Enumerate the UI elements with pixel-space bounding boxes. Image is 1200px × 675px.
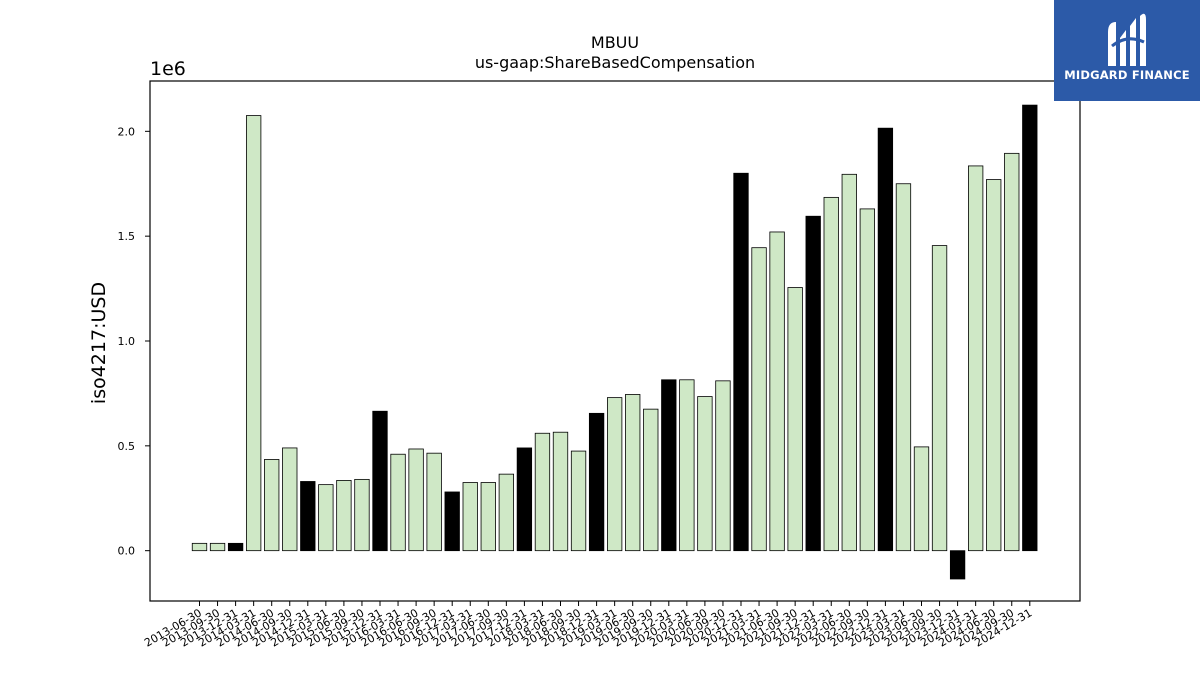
y-offset-label: 1e6 — [150, 58, 186, 80]
chart-title: MBUU — [591, 33, 639, 52]
bar-2020-06-30 — [697, 396, 713, 552]
bar-2016-09-30 — [426, 452, 442, 552]
plot-frame — [149, 80, 1081, 602]
chart-subtitle: us-gaap:ShareBasedCompensation — [475, 53, 755, 72]
bar-2017-09-30 — [498, 473, 515, 552]
bar-2023-12-31 — [949, 550, 966, 580]
bar-2019-12-31 — [661, 379, 677, 552]
bar-2020-09-30 — [715, 380, 731, 552]
bar-2022-06-30 — [841, 173, 857, 552]
bar-2020-03-31 — [679, 379, 695, 552]
bar-2023-03-31 — [895, 183, 912, 552]
bar-2024-03-31 — [968, 165, 984, 552]
bar-series — [191, 104, 1038, 580]
bar-2013-12-31 — [227, 542, 244, 552]
bar-2016-06-30 — [408, 448, 424, 552]
x-axis-ticks: 2013-06-302013-09-302013-12-312014-03-31… — [142, 601, 1034, 650]
bar-2014-03-31 — [245, 115, 262, 552]
bar-2021-03-31 — [751, 247, 767, 552]
bar-2022-09-30 — [859, 208, 875, 552]
bar-2018-09-30 — [570, 450, 587, 552]
bar-2015-09-30 — [354, 478, 370, 552]
y-axis-ticks: 0.0 0.5 1.0 1.5 2.0 — [118, 125, 150, 558]
bar-2014-12-31 — [300, 481, 316, 552]
bar-2013-06-30 — [191, 542, 208, 552]
bar-2014-06-30 — [264, 459, 280, 552]
bar-2022-03-31 — [823, 196, 839, 552]
bar-2018-12-31 — [588, 412, 605, 552]
bar-2024-09-30 — [1004, 152, 1020, 552]
bar-2013-09-30 — [209, 542, 226, 552]
y-tick-label: 0.5 — [118, 440, 136, 453]
bar-2021-06-30 — [769, 231, 785, 552]
y-tick-label: 1.5 — [118, 230, 136, 243]
bar-2017-06-30 — [480, 482, 496, 552]
bar-2016-03-31 — [390, 453, 406, 552]
y-tick-label: 2.0 — [118, 125, 136, 138]
brand-logo: MIDGARD FINANCE — [1054, 0, 1200, 101]
bar-2021-12-31 — [805, 215, 821, 552]
bar-2015-03-31 — [318, 484, 334, 552]
y-tick-label: 1.0 — [118, 335, 136, 348]
bar-2023-06-30 — [913, 446, 930, 552]
bar-2024-06-30 — [986, 179, 1002, 552]
brand-name: MIDGARD FINANCE — [1064, 68, 1190, 82]
bar-2018-03-31 — [534, 432, 551, 552]
bar-2022-12-31 — [877, 127, 894, 552]
bar-2015-06-30 — [336, 480, 352, 552]
bar-2021-09-30 — [787, 287, 803, 552]
bar-2014-09-30 — [282, 447, 298, 552]
bar-2015-12-31 — [372, 410, 388, 552]
bar-2020-12-31 — [733, 172, 749, 552]
bar-2016-12-31 — [444, 491, 460, 552]
midgard-logo-icon — [1108, 13, 1146, 66]
bar-2023-09-30 — [931, 245, 948, 552]
bar-2019-09-30 — [643, 408, 659, 552]
y-tick-label: 0.0 — [118, 545, 136, 558]
y-axis-label: iso4217:USD — [88, 282, 110, 404]
bar-2017-03-31 — [462, 482, 478, 552]
bar-2017-12-31 — [516, 447, 533, 552]
bar-2024-12-31 — [1022, 104, 1038, 552]
bar-2019-06-30 — [625, 394, 641, 552]
bar-2018-06-30 — [552, 431, 569, 552]
bar-2019-03-31 — [607, 397, 623, 552]
